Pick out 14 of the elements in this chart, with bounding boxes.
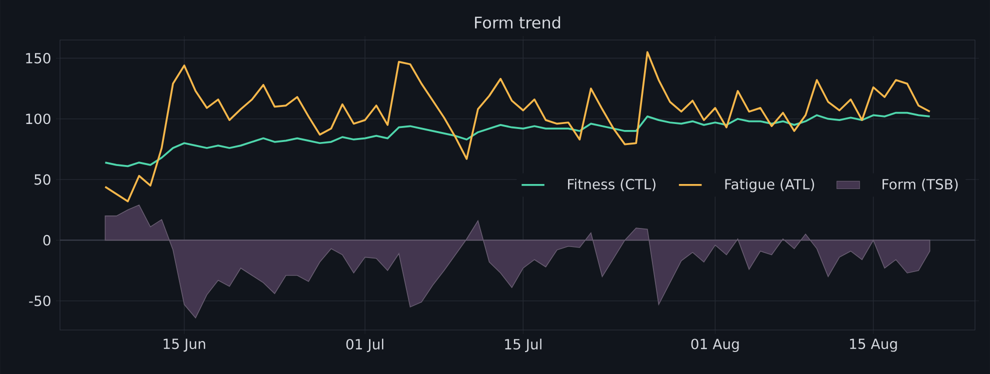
x-tick-label: 15 Aug <box>850 338 897 352</box>
legend-label: Fatigue (ATL) <box>725 178 814 192</box>
y-tick-label: 150 <box>26 52 50 64</box>
y-tick-label: 50 <box>34 174 50 185</box>
y-tick-label: 100 <box>26 114 50 124</box>
legend-label: Form (TSB) <box>882 178 958 192</box>
x-tick-label: 01 Aug <box>691 338 739 352</box>
y-tick-label: 0 <box>43 234 50 246</box>
x-tick-label: 15 Jun <box>164 338 206 352</box>
x-tick-label: 01 Jul <box>346 338 384 352</box>
legend-label: Fitness (CTL) <box>568 178 656 192</box>
y-tick-label: -50 <box>29 296 50 306</box>
chart-title: Form trend <box>475 16 560 29</box>
x-tick-label: 15 Jul <box>505 338 542 352</box>
